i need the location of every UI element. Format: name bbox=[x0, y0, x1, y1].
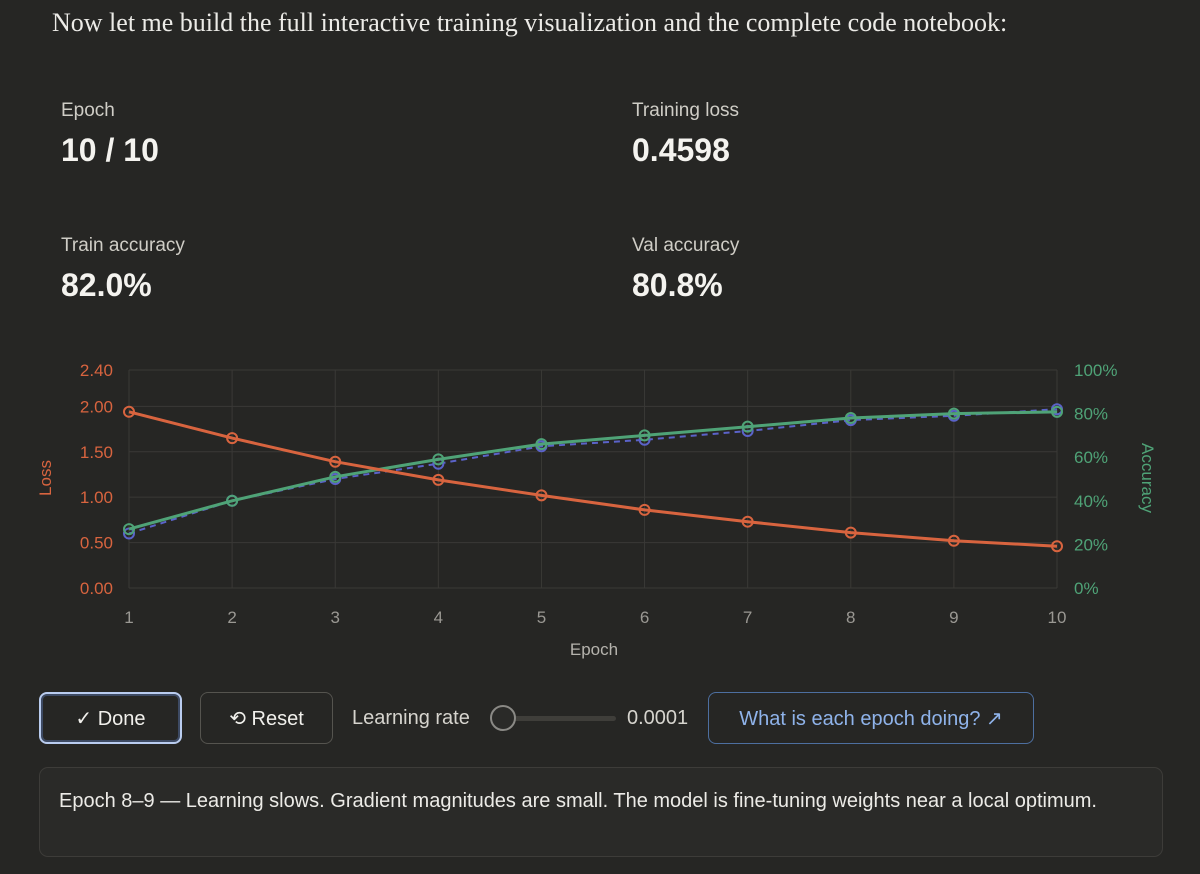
chart-grid bbox=[128, 369, 1058, 589]
metric-val-accuracy-label: Val accuracy bbox=[632, 235, 740, 256]
metric-epoch-value: 10 / 10 bbox=[61, 132, 159, 168]
right-tick-label: 40% bbox=[1074, 492, 1108, 511]
metric-train-accuracy-value: 82.0% bbox=[61, 267, 152, 303]
metric-training-loss-value: 0.4598 bbox=[632, 132, 730, 168]
x-axis-label: Epoch bbox=[570, 640, 618, 659]
series-line-val-accuracy bbox=[128, 410, 1058, 531]
left-tick-label: 2.00 bbox=[80, 397, 113, 416]
left-tick-label: 1.00 bbox=[80, 488, 113, 507]
reset-button[interactable]: ⟲ Reset bbox=[200, 692, 333, 744]
point-val-accuracy bbox=[226, 494, 239, 507]
x-tick-label: 1 bbox=[124, 608, 133, 627]
point-training-loss bbox=[844, 526, 857, 539]
left-tick-label: 1.50 bbox=[80, 443, 113, 462]
left-tick-label: 2.40 bbox=[80, 361, 113, 380]
epoch-note: Epoch 8–9 — Learning slows. Gradient mag… bbox=[39, 767, 1163, 857]
metric-train-accuracy-label: Train accuracy bbox=[61, 235, 185, 256]
metric-train-accuracy: Train accuracy 82.0% bbox=[61, 235, 185, 304]
point-val-accuracy bbox=[741, 420, 754, 433]
epoch-help-button[interactable]: What is each epoch doing? ↗ bbox=[708, 692, 1034, 744]
point-training-loss bbox=[741, 515, 754, 528]
point-training-loss bbox=[432, 473, 445, 486]
y-axis-right-label: Accuracy bbox=[1138, 443, 1157, 513]
intro-text: Now let me build the full interactive tr… bbox=[52, 8, 1008, 37]
learning-rate-value: 0.0001 bbox=[627, 707, 689, 729]
point-val-accuracy bbox=[535, 438, 548, 451]
point-training-loss bbox=[123, 405, 135, 418]
point-training-loss bbox=[638, 503, 651, 516]
point-val-accuracy bbox=[432, 453, 445, 466]
point-val-accuracy bbox=[638, 429, 651, 442]
learning-rate-slider-thumb[interactable] bbox=[490, 705, 516, 731]
x-tick-label: 7 bbox=[743, 608, 752, 627]
point-val-accuracy bbox=[123, 523, 135, 536]
point-val-accuracy bbox=[1051, 405, 1063, 418]
series-line-training-loss bbox=[128, 410, 1058, 548]
metric-training-loss: Training loss 0.4598 bbox=[632, 100, 739, 169]
metric-training-loss-label: Training loss bbox=[632, 100, 740, 121]
metric-val-accuracy: Val accuracy 80.8% bbox=[632, 235, 739, 304]
right-tick-label: 20% bbox=[1074, 535, 1108, 554]
x-tick-label: 5 bbox=[537, 608, 546, 627]
chart-ticks: 0.00 0.50 1.00 1.50 2.00 2.40 0% 20% 40% 60% 80% 10… bbox=[80, 361, 1118, 627]
done-button[interactable]: ✓ Done bbox=[39, 692, 182, 744]
learning-rate-slider[interactable] bbox=[490, 716, 616, 721]
point-training-loss bbox=[947, 534, 960, 547]
x-tick-label: 10 bbox=[1048, 608, 1067, 627]
point-val-accuracy bbox=[844, 411, 857, 424]
x-tick-label: 9 bbox=[949, 608, 958, 627]
point-training-loss bbox=[535, 489, 548, 502]
left-tick-label: 0.50 bbox=[80, 534, 113, 553]
x-tick-label: 8 bbox=[846, 608, 855, 627]
point-training-loss bbox=[226, 432, 239, 445]
x-tick-label: 3 bbox=[330, 608, 339, 627]
series-line-train-accuracy bbox=[128, 408, 1058, 535]
x-tick-label: 4 bbox=[434, 608, 443, 627]
right-tick-label: 100% bbox=[1074, 361, 1117, 380]
chart-series bbox=[123, 403, 1063, 553]
x-tick-label: 2 bbox=[227, 608, 236, 627]
right-tick-label: 80% bbox=[1074, 405, 1108, 424]
metric-epoch-label: Epoch bbox=[61, 100, 115, 121]
point-training-loss bbox=[1051, 540, 1063, 553]
metric-epoch: Epoch 10 / 10 bbox=[61, 100, 159, 169]
left-tick-label: 0.00 bbox=[80, 579, 113, 598]
point-val-accuracy bbox=[947, 407, 960, 420]
right-tick-label: 0% bbox=[1074, 579, 1099, 598]
right-tick-label: 60% bbox=[1074, 448, 1108, 467]
epoch-note-text: Epoch 8–9 — Learning slows. Gradient mag… bbox=[59, 790, 1097, 812]
y-axis-left-label: Loss bbox=[36, 460, 55, 496]
x-tick-label: 6 bbox=[640, 608, 649, 627]
training-chart: 0.00 0.50 1.00 1.50 2.00 2.40 0% 20% 40% 60% 80% 10… bbox=[36, 361, 1157, 659]
point-val-accuracy bbox=[329, 470, 342, 483]
metric-val-accuracy-value: 80.8% bbox=[632, 267, 723, 303]
learning-rate-label: Learning rate bbox=[352, 707, 470, 729]
point-training-loss bbox=[329, 455, 342, 468]
